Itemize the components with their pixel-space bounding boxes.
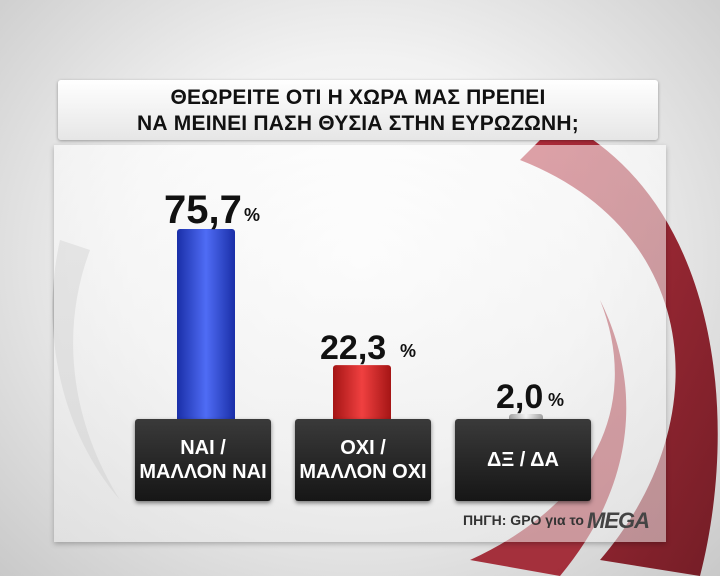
title-line-1: ΘΕΩΡΕΙΤΕ ΟΤΙ Η ΧΩΡΑ ΜΑΣ ΠΡΕΠΕΙ: [170, 86, 546, 109]
bar-yes: [177, 228, 235, 422]
percent-unit-label: %: [400, 341, 416, 361]
category-label-dk: ΔΞ / ΔΑ: [455, 419, 591, 501]
chart-title: ΘΕΩΡΕΙΤΕ ΟΤΙ Η ΧΩΡΑ ΜΑΣ ΠΡΕΠΕΙ ΝΑ ΜΕΙΝΕΙ…: [58, 80, 658, 140]
percent-unit-label: %: [548, 390, 564, 410]
category-label-line: ΔΞ / ΔΑ: [487, 449, 559, 471]
mega-logo: MEGA: [587, 508, 650, 533]
source-note: ΠΗΓΗ: GPO για το: [463, 512, 584, 528]
value-label: 22,3: [320, 329, 386, 367]
category-label-line: ΜΑΛΛΟΝ ΟΧΙ: [299, 461, 427, 483]
value-label: 2,0: [496, 378, 543, 416]
category-label-no: ΟΧΙ / ΜΑΛΛΟΝ ΟΧΙ: [295, 419, 431, 501]
category-label-line: ΜΑΛΛΟΝ ΝΑΙ: [139, 461, 267, 483]
value-label: 75,7: [164, 188, 242, 232]
category-label-yes: ΝΑΙ / ΜΑΛΛΟΝ ΝΑΙ: [135, 419, 271, 501]
title-line-2: ΝΑ ΜΕΙΝΕΙ ΠΑΣΗ ΘΥΣΙΑ ΣΤΗΝ ΕΥΡΩΖΩΝΗ;: [137, 112, 579, 135]
percent-unit-label: %: [244, 205, 260, 225]
bar-no: [333, 365, 391, 422]
category-label-line: ΟΧΙ /: [340, 437, 386, 459]
category-label-line: ΝΑΙ /: [180, 437, 226, 459]
